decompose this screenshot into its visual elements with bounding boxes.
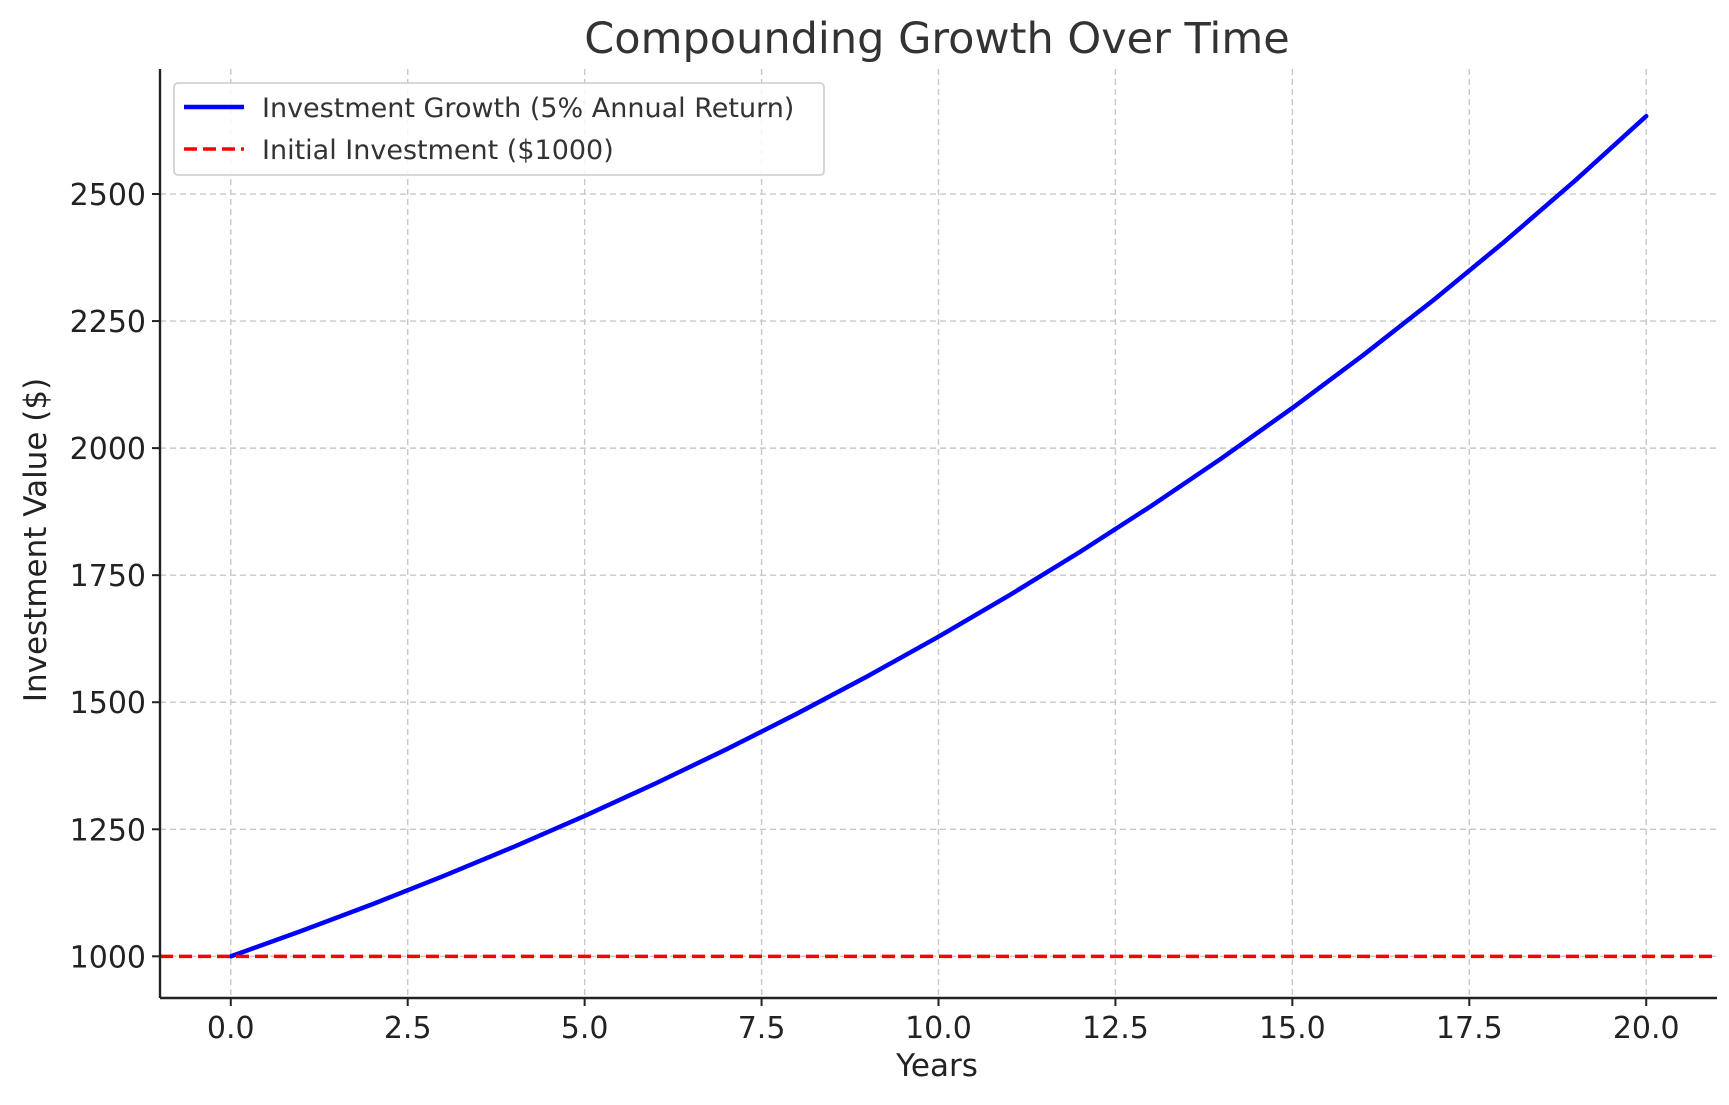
x-tick-label: 12.5 [1082,1011,1149,1046]
x-tick-label: 20.0 [1613,1011,1680,1046]
x-tick-label: 2.5 [384,1011,432,1046]
x-tick-label: 0.0 [207,1011,255,1046]
x-tick-label: 10.0 [905,1011,972,1046]
y-tick-label: 2250 [70,305,146,340]
legend: Investment Growth (5% Annual Return) Ini… [173,82,825,176]
legend-box [173,82,825,176]
y-tick-label: 2500 [70,178,146,213]
x-tick-label: 15.0 [1259,1011,1326,1046]
legend-label-investment-growth: Investment Growth (5% Annual Return) [262,93,794,124]
y-tick-label: 1500 [70,686,146,721]
y-axis-label: Investment Value ($) [18,378,54,702]
y-tick-label: 1750 [70,559,146,594]
chart-title: Compounding Growth Over Time [584,14,1289,64]
legend-label-initial-investment: Initial Investment ($1000) [262,135,614,166]
x-axis-label: Years [895,1048,978,1084]
tick-labels: 0.0 2.5 5.0 7.5 10.0 12.5 15.0 17.5 20.0 1000 1250… [70,178,1680,1046]
y-tick-label: 1000 [70,940,146,975]
x-tick-label: 5.0 [561,1011,609,1046]
y-tick-label: 2000 [70,432,146,467]
series-line-investment-growth [228,113,1649,959]
plot-area [160,113,1717,959]
x-tick-label: 7.5 [738,1011,786,1046]
grid-lines [160,69,1717,998]
x-tick-label: 17.5 [1436,1011,1503,1046]
y-tick-label: 1250 [70,813,146,848]
